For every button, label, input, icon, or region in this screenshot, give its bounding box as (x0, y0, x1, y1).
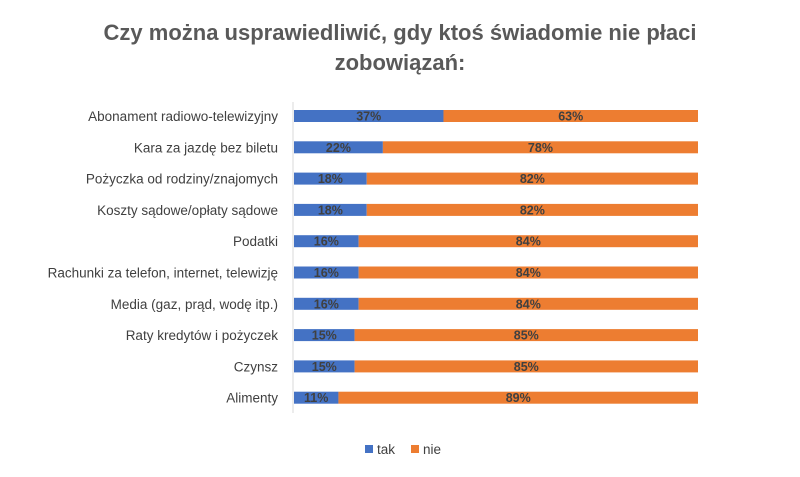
data-label-tak: 22% (326, 141, 351, 155)
category-label: Koszty sądowe/opłaty sądowe (97, 203, 278, 218)
category-label: Pożyczka od rodziny/znajomych (86, 172, 278, 187)
data-label-nie: 82% (520, 172, 545, 186)
bar-nie (358, 266, 698, 279)
bar-nie (354, 329, 698, 342)
data-label-nie: 85% (514, 360, 539, 374)
bar-tak (294, 203, 367, 216)
legend-swatch-nie (411, 445, 419, 453)
chart-title-line-1: Czy można usprawiedliwić, gdy ktoś świad… (104, 20, 697, 45)
data-label-nie: 82% (520, 203, 545, 217)
data-label-tak: 37% (356, 110, 381, 124)
bar-tak (294, 266, 359, 279)
chart-title-line-2: zobowiązań: (335, 50, 466, 75)
data-label-tak: 15% (312, 329, 337, 343)
legend: tak nie (365, 442, 441, 457)
category-label: Kara za jazdę bez biletu (134, 140, 278, 155)
bar-nie (366, 172, 698, 185)
bar-tak (294, 172, 367, 185)
bar-nie (358, 235, 698, 248)
data-label-nie: 84% (516, 235, 541, 249)
data-label-nie: 63% (558, 110, 583, 124)
data-label-tak: 16% (314, 266, 339, 280)
data-label-nie: 84% (516, 297, 541, 311)
data-label-tak: 18% (318, 203, 343, 217)
data-label-nie: 89% (506, 391, 531, 405)
bar-tak (294, 329, 355, 342)
category-label: Abonament radiowo-telewizyjny (88, 109, 278, 124)
legend-swatch-tak (365, 445, 373, 453)
bars-group: Abonament radiowo-telewizyjny 37% 63% Kara … (48, 109, 698, 406)
category-label: Alimenty (226, 391, 278, 406)
data-label-tak: 16% (314, 235, 339, 249)
bar-tak (294, 360, 355, 373)
bar-tak (294, 235, 359, 248)
bar-nie (358, 297, 698, 310)
bar-nie (443, 110, 698, 122)
data-label-tak: 16% (314, 297, 339, 311)
data-label-nie: 78% (528, 141, 553, 155)
bar-tak (294, 391, 339, 404)
bar-tak (294, 297, 359, 310)
data-label-tak: 15% (312, 360, 337, 374)
legend-label-tak: tak (377, 442, 395, 457)
category-label: Czynsz (234, 359, 279, 374)
category-label: Rachunki za telefon, internet, telewizję (48, 266, 278, 281)
data-label-nie: 84% (516, 266, 541, 280)
data-label-tak: 18% (318, 172, 343, 186)
category-label: Media (gaz, prąd, wodę itp.) (111, 297, 278, 312)
category-label: Raty kredytów i pożyczek (126, 328, 279, 343)
bar-nie (354, 360, 698, 373)
data-label-tak: 11% (304, 391, 328, 405)
bar-nie (366, 203, 698, 216)
bar-tak (294, 110, 444, 122)
bar-tak (294, 141, 383, 154)
bar-nie (382, 141, 698, 154)
legend-label-nie: nie (423, 442, 441, 457)
category-label: Podatki (233, 234, 278, 249)
data-label-nie: 85% (514, 329, 539, 343)
bar-nie (338, 391, 698, 404)
